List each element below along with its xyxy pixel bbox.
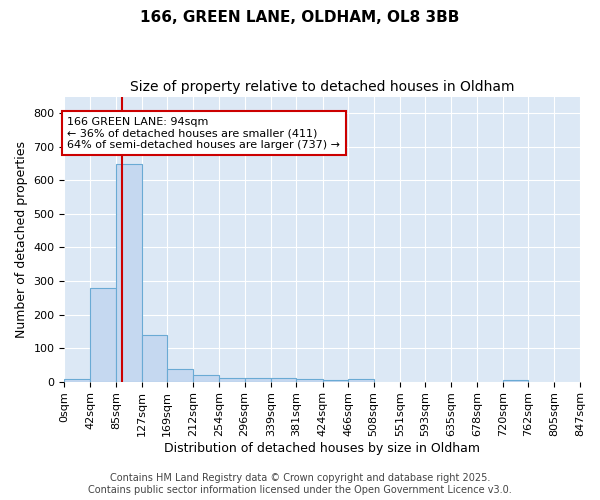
Text: 166, GREEN LANE, OLDHAM, OL8 3BB: 166, GREEN LANE, OLDHAM, OL8 3BB <box>140 10 460 25</box>
X-axis label: Distribution of detached houses by size in Oldham: Distribution of detached houses by size … <box>164 442 480 455</box>
Bar <box>348 379 374 382</box>
Bar <box>219 378 245 382</box>
Bar <box>64 379 90 382</box>
Title: Size of property relative to detached houses in Oldham: Size of property relative to detached ho… <box>130 80 514 94</box>
Bar <box>142 334 167 382</box>
Bar <box>193 375 219 382</box>
Text: 166 GREEN LANE: 94sqm
← 36% of detached houses are smaller (411)
64% of semi-det: 166 GREEN LANE: 94sqm ← 36% of detached … <box>67 116 340 150</box>
Bar <box>323 380 348 382</box>
Bar <box>245 378 271 382</box>
Bar <box>167 369 193 382</box>
Bar <box>296 379 323 382</box>
Y-axis label: Number of detached properties: Number of detached properties <box>15 140 28 338</box>
Bar <box>271 378 296 382</box>
Text: Contains HM Land Registry data © Crown copyright and database right 2025.
Contai: Contains HM Land Registry data © Crown c… <box>88 474 512 495</box>
Bar <box>503 380 528 382</box>
Bar <box>116 164 142 382</box>
Bar <box>90 288 116 382</box>
